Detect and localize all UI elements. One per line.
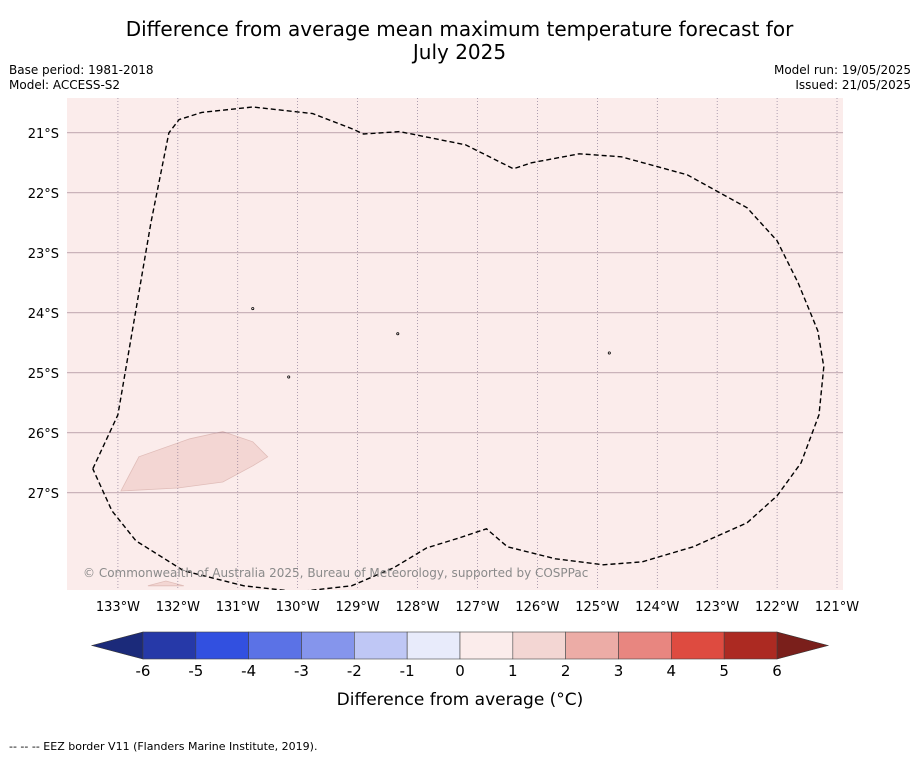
title-line-1: Difference from average mean maximum tem… xyxy=(125,17,794,41)
eez-border xyxy=(92,106,825,590)
copyright-text: © Commonwealth of Australia 2025, Bureau… xyxy=(83,566,588,580)
island-0 xyxy=(251,307,255,311)
colorbar-segment-0 xyxy=(142,631,197,660)
colorbar-tick-label-8: 2 xyxy=(561,662,571,680)
model-run: Model run: 19/05/2025 xyxy=(773,63,911,77)
lon-tick-label-9: 124°W xyxy=(635,600,679,615)
colorbar-tick-label-0: -6 xyxy=(136,662,151,680)
colorbar-tick-label-7: 1 xyxy=(508,662,518,680)
lat-tick-label-5: 26°S xyxy=(28,427,59,442)
issued-date: Issued: 21/05/2025 xyxy=(795,78,911,92)
colorbar-segment-11 xyxy=(723,631,778,660)
lon-tick-label-1: 132°W xyxy=(156,600,200,615)
colorbar-segment-9 xyxy=(618,631,672,660)
lon-tick-label-2: 131°W xyxy=(216,600,260,615)
base-period: Base period: 1981-2018 xyxy=(9,63,154,77)
colorbar-segment-5 xyxy=(406,631,461,660)
colorbar-segment-7 xyxy=(512,631,566,660)
island-3 xyxy=(607,351,611,355)
colorbar-tick-label-9: 3 xyxy=(614,662,624,680)
colorbar-tick-label-12: 6 xyxy=(772,662,782,680)
lon-tick-label-7: 126°W xyxy=(515,600,559,615)
colorbar-segment-4 xyxy=(354,631,408,660)
colorbar-tick-label-3: -3 xyxy=(294,662,309,680)
lat-tick-label-1: 22°S xyxy=(28,187,59,202)
island-2 xyxy=(287,375,291,379)
meta-left: Base period: 1981-2018 Model: ACCESS-S2 xyxy=(9,63,154,93)
lon-tick-label-0: 133°W xyxy=(96,600,140,615)
lat-tick-label-6: 27°S xyxy=(28,487,59,502)
colorbar-segment-6 xyxy=(459,631,514,660)
colorbar-tick-label-6: 0 xyxy=(455,662,465,680)
colorbar-label: Difference from average (°C) xyxy=(337,690,584,710)
lon-tick-label-4: 129°W xyxy=(336,600,380,615)
lat-tick-label-2: 23°S xyxy=(28,247,59,262)
colorbar-segment-8 xyxy=(565,631,619,660)
colorbar-tick-label-4: -2 xyxy=(347,662,362,680)
lon-tick-label-6: 127°W xyxy=(455,600,499,615)
eez-legend-note: -- -- -- EEZ border V11 (Flanders Marine… xyxy=(9,740,318,753)
colorbar-tick-label-2: -4 xyxy=(241,662,256,680)
colorbar-tick-label-1: -5 xyxy=(188,662,203,680)
map-background xyxy=(67,98,843,590)
lat-tick-label-4: 25°S xyxy=(28,367,59,382)
lon-tick-label-12: 121°W xyxy=(815,600,859,615)
colorbar-segment-2 xyxy=(248,631,302,660)
chart-title: Difference from average mean maximum tem… xyxy=(0,18,919,64)
colorbar-tick-label-10: 4 xyxy=(667,662,677,680)
lon-tick-label-11: 122°W xyxy=(755,600,799,615)
lat-tick-label-0: 21°S xyxy=(28,127,59,142)
lon-tick-label-5: 128°W xyxy=(395,600,439,615)
colorbar-under-arrow xyxy=(90,631,144,660)
colorbar-segment-3 xyxy=(301,631,355,660)
lat-tick-label-3: 24°S xyxy=(28,307,59,322)
colorbar-over-arrow xyxy=(776,631,830,660)
map-layers xyxy=(67,98,843,590)
lon-tick-label-3: 130°W xyxy=(276,600,320,615)
title-line-2: July 2025 xyxy=(412,40,507,64)
island-1 xyxy=(396,332,400,336)
meta-right: Model run: 19/05/2025 Issued: 21/05/2025 xyxy=(774,63,911,93)
colorbar-tick-label-11: 5 xyxy=(719,662,729,680)
model-name: Model: ACCESS-S2 xyxy=(9,78,121,92)
colorbar-segment-1 xyxy=(195,631,249,660)
colorbar-segment-10 xyxy=(671,631,725,660)
colorbar-tick-label-5: -1 xyxy=(400,662,415,680)
anomaly-patch xyxy=(120,431,269,492)
lon-tick-label-8: 125°W xyxy=(575,600,619,615)
anomaly-patch-small xyxy=(147,580,184,587)
lon-tick-label-10: 123°W xyxy=(695,600,739,615)
